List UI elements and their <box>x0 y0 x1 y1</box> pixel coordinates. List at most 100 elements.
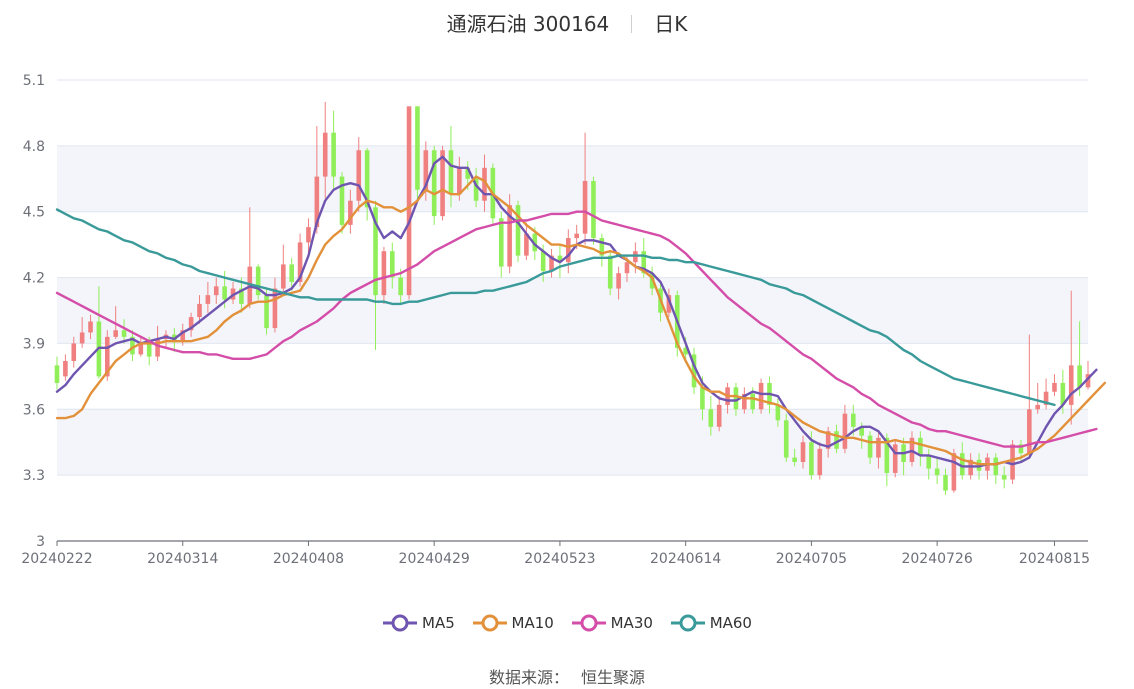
candle-body <box>591 180 596 239</box>
candle-body <box>876 437 881 458</box>
candle <box>993 453 999 484</box>
legend-item-ma30[interactable]: MA30 <box>571 613 653 633</box>
candle-body <box>867 435 873 458</box>
x-tick-label: 20240429 <box>399 551 470 567</box>
candle <box>197 295 202 324</box>
candles <box>54 101 1091 495</box>
candle-body <box>926 455 932 469</box>
candle-body <box>364 150 370 208</box>
candle-body <box>373 207 378 296</box>
y-tick-label: 4.8 <box>23 139 45 155</box>
y-tick-label: 3 <box>36 534 45 550</box>
legend-ma30-marker-icon <box>571 614 606 632</box>
moving-average-lines <box>55 155 1107 468</box>
candle-body <box>71 343 77 361</box>
candle-body <box>951 453 957 491</box>
candle <box>716 396 722 432</box>
candle <box>431 145 437 225</box>
candle-body <box>775 404 781 421</box>
candle <box>255 264 261 300</box>
x-tick-label: 20240815 <box>1019 551 1090 567</box>
legend-item-ma5[interactable]: MA5 <box>382 613 455 633</box>
candle-body <box>222 286 227 300</box>
candle <box>842 404 848 454</box>
candle <box>1001 466 1007 489</box>
grid-band <box>57 409 1088 476</box>
grid-band <box>57 145 1088 212</box>
candle-body <box>356 150 362 201</box>
candle-body <box>641 251 647 274</box>
candle-body <box>1010 444 1015 480</box>
candle <box>524 222 529 261</box>
candle-body <box>892 444 898 473</box>
candle <box>825 426 831 458</box>
candle-body <box>607 255 613 289</box>
candle-body <box>733 387 739 410</box>
candle-body <box>1018 444 1024 454</box>
candle-body <box>88 321 93 333</box>
candle-body <box>289 264 294 282</box>
candle <box>138 336 144 357</box>
y-axis: 3 3.3 3.6 3.9 4.2 4.5 4.8 5.1 <box>23 73 45 550</box>
candle <box>876 431 881 469</box>
candle-body <box>1068 365 1074 405</box>
candle-body <box>146 343 152 357</box>
candle-body <box>700 387 705 410</box>
candle-body <box>121 330 127 337</box>
candle-body <box>993 457 999 476</box>
candle <box>1085 360 1091 390</box>
candle <box>406 106 412 300</box>
candle-body <box>205 295 211 304</box>
candle-body <box>918 437 923 456</box>
candle-body <box>934 468 940 476</box>
candle-body <box>104 336 110 377</box>
candle-body <box>842 413 848 449</box>
candle-body <box>540 251 546 271</box>
candle-body <box>306 227 311 243</box>
candle-body <box>281 264 286 289</box>
legend-ma10-label: MA10 <box>511 614 554 632</box>
candle-body <box>1001 475 1007 480</box>
stock-name: 通源石油 300164 <box>446 12 610 36</box>
candle-body <box>314 176 320 228</box>
x-tick-label: 20240726 <box>901 551 972 567</box>
candle-body <box>549 255 554 271</box>
candle-body <box>264 295 269 329</box>
candle-body <box>817 448 823 476</box>
candle-body <box>800 442 806 462</box>
candle-body <box>708 409 714 427</box>
legend-ma30-label: MA30 <box>610 614 653 632</box>
candle-body <box>1043 391 1049 405</box>
candle <box>348 189 353 234</box>
candle <box>79 317 85 348</box>
candle <box>306 218 311 256</box>
candle <box>758 378 764 414</box>
candle <box>281 244 286 296</box>
candle-body <box>63 360 68 377</box>
candle <box>121 319 127 344</box>
series-line-ma10 <box>55 175 1107 466</box>
candle-body <box>1035 404 1041 410</box>
data-source: 数据来源： 恒生聚源 <box>0 664 1134 688</box>
candle <box>566 229 571 274</box>
candle-body <box>389 251 395 278</box>
legend-item-ma10[interactable]: MA10 <box>472 613 554 633</box>
series-line-ma30 <box>55 210 1098 448</box>
candle-body <box>1085 374 1091 388</box>
candle <box>188 312 194 337</box>
candle <box>742 387 747 414</box>
candle <box>800 435 806 469</box>
candle-body <box>524 233 529 256</box>
candle <box>88 314 93 340</box>
y-tick-label: 4.5 <box>23 205 45 221</box>
candle-body <box>79 332 85 344</box>
candle <box>289 257 294 291</box>
candle <box>934 457 940 484</box>
candle-body <box>750 393 756 410</box>
legend: MA5 MA10 MA30 MA60 <box>0 613 1134 637</box>
candle <box>1052 374 1057 397</box>
legend-item-ma60[interactable]: MA60 <box>670 613 752 633</box>
x-tick-label: 20240614 <box>650 551 721 567</box>
candle <box>515 200 521 263</box>
candle-body <box>54 365 60 383</box>
